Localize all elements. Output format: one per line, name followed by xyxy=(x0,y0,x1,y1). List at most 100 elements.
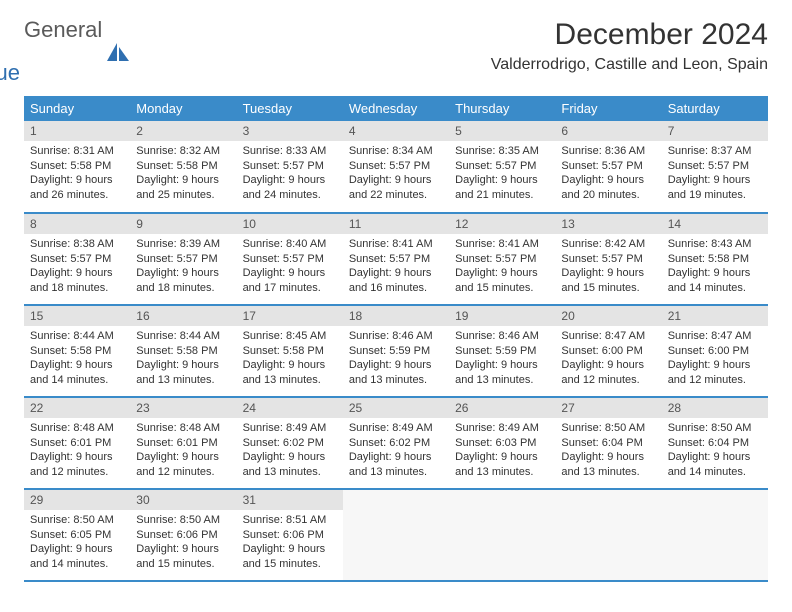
calendar-day-cell: 29Sunrise: 8:50 AMSunset: 6:05 PMDayligh… xyxy=(24,489,130,581)
sunset-line: Sunset: 6:05 PM xyxy=(30,528,124,543)
day-details: Sunrise: 8:49 AMSunset: 6:02 PMDaylight:… xyxy=(237,418,343,486)
daylight-line: Daylight: 9 hours and 14 minutes. xyxy=(668,450,762,480)
daylight-line: Daylight: 9 hours and 12 minutes. xyxy=(668,358,762,388)
sunset-line: Sunset: 5:57 PM xyxy=(349,252,443,267)
calendar-day-cell: 24Sunrise: 8:49 AMSunset: 6:02 PMDayligh… xyxy=(237,397,343,489)
day-number: 2 xyxy=(130,121,236,141)
sunset-line: Sunset: 5:57 PM xyxy=(455,252,549,267)
calendar-week-row: 22Sunrise: 8:48 AMSunset: 6:01 PMDayligh… xyxy=(24,397,768,489)
day-details: Sunrise: 8:48 AMSunset: 6:01 PMDaylight:… xyxy=(24,418,130,486)
daylight-line: Daylight: 9 hours and 18 minutes. xyxy=(30,266,124,296)
location-subtitle: Valderrodrigo, Castille and Leon, Spain xyxy=(491,56,768,74)
sunrise-line: Sunrise: 8:48 AM xyxy=(30,421,124,436)
daylight-line: Daylight: 9 hours and 26 minutes. xyxy=(30,173,124,203)
day-number: 8 xyxy=(24,214,130,234)
calendar-week-row: 29Sunrise: 8:50 AMSunset: 6:05 PMDayligh… xyxy=(24,489,768,581)
calendar-week-row: 8Sunrise: 8:38 AMSunset: 5:57 PMDaylight… xyxy=(24,213,768,305)
day-number: 9 xyxy=(130,214,236,234)
sunrise-line: Sunrise: 8:40 AM xyxy=(243,237,337,252)
daylight-line: Daylight: 9 hours and 12 minutes. xyxy=(136,450,230,480)
sunset-line: Sunset: 5:57 PM xyxy=(561,252,655,267)
day-number: 6 xyxy=(555,121,661,141)
sunset-line: Sunset: 5:58 PM xyxy=(30,344,124,359)
calendar-day-cell: 2Sunrise: 8:32 AMSunset: 5:58 PMDaylight… xyxy=(130,121,236,213)
day-number: 10 xyxy=(237,214,343,234)
day-details: Sunrise: 8:40 AMSunset: 5:57 PMDaylight:… xyxy=(237,234,343,302)
sunrise-line: Sunrise: 8:39 AM xyxy=(136,237,230,252)
day-details: Sunrise: 8:39 AMSunset: 5:57 PMDaylight:… xyxy=(130,234,236,302)
sunset-line: Sunset: 6:06 PM xyxy=(243,528,337,543)
sunrise-line: Sunrise: 8:33 AM xyxy=(243,144,337,159)
day-number: 31 xyxy=(237,490,343,510)
day-details: Sunrise: 8:48 AMSunset: 6:01 PMDaylight:… xyxy=(130,418,236,486)
daylight-line: Daylight: 9 hours and 22 minutes. xyxy=(349,173,443,203)
day-details: Sunrise: 8:50 AMSunset: 6:04 PMDaylight:… xyxy=(662,418,768,486)
calendar-day-cell: 27Sunrise: 8:50 AMSunset: 6:04 PMDayligh… xyxy=(555,397,661,489)
sunrise-line: Sunrise: 8:43 AM xyxy=(668,237,762,252)
daylight-line: Daylight: 9 hours and 18 minutes. xyxy=(136,266,230,296)
sunrise-line: Sunrise: 8:37 AM xyxy=(668,144,762,159)
sunrise-line: Sunrise: 8:31 AM xyxy=(30,144,124,159)
title-block: December 2024 Valderrodrigo, Castille an… xyxy=(491,18,768,74)
calendar-day-cell: 1Sunrise: 8:31 AMSunset: 5:58 PMDaylight… xyxy=(24,121,130,213)
sunset-line: Sunset: 5:59 PM xyxy=(455,344,549,359)
calendar-day-cell xyxy=(662,489,768,581)
calendar-day-cell xyxy=(449,489,555,581)
day-number: 1 xyxy=(24,121,130,141)
sunrise-line: Sunrise: 8:50 AM xyxy=(136,513,230,528)
day-number: 19 xyxy=(449,306,555,326)
sunrise-line: Sunrise: 8:35 AM xyxy=(455,144,549,159)
calendar-day-cell: 25Sunrise: 8:49 AMSunset: 6:02 PMDayligh… xyxy=(343,397,449,489)
daylight-line: Daylight: 9 hours and 13 minutes. xyxy=(455,450,549,480)
day-number: 15 xyxy=(24,306,130,326)
sunrise-line: Sunrise: 8:38 AM xyxy=(30,237,124,252)
sunset-line: Sunset: 5:57 PM xyxy=(455,159,549,174)
day-number: 28 xyxy=(662,398,768,418)
day-details: Sunrise: 8:41 AMSunset: 5:57 PMDaylight:… xyxy=(449,234,555,302)
calendar-day-cell: 28Sunrise: 8:50 AMSunset: 6:04 PMDayligh… xyxy=(662,397,768,489)
daylight-line: Daylight: 9 hours and 13 minutes. xyxy=(349,450,443,480)
daylight-line: Daylight: 9 hours and 13 minutes. xyxy=(243,358,337,388)
calendar-day-cell: 31Sunrise: 8:51 AMSunset: 6:06 PMDayligh… xyxy=(237,489,343,581)
daylight-line: Daylight: 9 hours and 14 minutes. xyxy=(30,358,124,388)
day-details: Sunrise: 8:45 AMSunset: 5:58 PMDaylight:… xyxy=(237,326,343,394)
calendar-day-cell: 17Sunrise: 8:45 AMSunset: 5:58 PMDayligh… xyxy=(237,305,343,397)
calendar-day-cell: 19Sunrise: 8:46 AMSunset: 5:59 PMDayligh… xyxy=(449,305,555,397)
day-details: Sunrise: 8:50 AMSunset: 6:06 PMDaylight:… xyxy=(130,510,236,578)
sunrise-line: Sunrise: 8:42 AM xyxy=(561,237,655,252)
sunset-line: Sunset: 5:57 PM xyxy=(136,252,230,267)
sunset-line: Sunset: 5:57 PM xyxy=(243,159,337,174)
day-details: Sunrise: 8:47 AMSunset: 6:00 PMDaylight:… xyxy=(555,326,661,394)
day-number: 4 xyxy=(343,121,449,141)
sunrise-line: Sunrise: 8:47 AM xyxy=(561,329,655,344)
daylight-line: Daylight: 9 hours and 25 minutes. xyxy=(136,173,230,203)
sunset-line: Sunset: 5:59 PM xyxy=(349,344,443,359)
sunset-line: Sunset: 6:04 PM xyxy=(668,436,762,451)
day-details: Sunrise: 8:34 AMSunset: 5:57 PMDaylight:… xyxy=(343,141,449,209)
sunrise-line: Sunrise: 8:44 AM xyxy=(136,329,230,344)
calendar-day-cell: 5Sunrise: 8:35 AMSunset: 5:57 PMDaylight… xyxy=(449,121,555,213)
sunset-line: Sunset: 5:57 PM xyxy=(561,159,655,174)
day-details: Sunrise: 8:51 AMSunset: 6:06 PMDaylight:… xyxy=(237,510,343,578)
weekday-header: Saturday xyxy=(662,96,768,121)
calendar-day-cell: 4Sunrise: 8:34 AMSunset: 5:57 PMDaylight… xyxy=(343,121,449,213)
calendar-day-cell: 18Sunrise: 8:46 AMSunset: 5:59 PMDayligh… xyxy=(343,305,449,397)
calendar-day-cell: 11Sunrise: 8:41 AMSunset: 5:57 PMDayligh… xyxy=(343,213,449,305)
sunset-line: Sunset: 6:02 PM xyxy=(243,436,337,451)
daylight-line: Daylight: 9 hours and 13 minutes. xyxy=(136,358,230,388)
calendar-day-cell: 15Sunrise: 8:44 AMSunset: 5:58 PMDayligh… xyxy=(24,305,130,397)
calendar-day-cell: 16Sunrise: 8:44 AMSunset: 5:58 PMDayligh… xyxy=(130,305,236,397)
sunset-line: Sunset: 6:04 PM xyxy=(561,436,655,451)
day-number: 23 xyxy=(130,398,236,418)
calendar-day-cell xyxy=(343,489,449,581)
day-number: 27 xyxy=(555,398,661,418)
day-details: Sunrise: 8:49 AMSunset: 6:02 PMDaylight:… xyxy=(343,418,449,486)
calendar-day-cell: 23Sunrise: 8:48 AMSunset: 6:01 PMDayligh… xyxy=(130,397,236,489)
day-number: 20 xyxy=(555,306,661,326)
calendar-day-cell: 6Sunrise: 8:36 AMSunset: 5:57 PMDaylight… xyxy=(555,121,661,213)
sunrise-line: Sunrise: 8:49 AM xyxy=(455,421,549,436)
day-details: Sunrise: 8:47 AMSunset: 6:00 PMDaylight:… xyxy=(662,326,768,394)
weekday-header: Sunday xyxy=(24,96,130,121)
day-number: 26 xyxy=(449,398,555,418)
day-details: Sunrise: 8:44 AMSunset: 5:58 PMDaylight:… xyxy=(24,326,130,394)
